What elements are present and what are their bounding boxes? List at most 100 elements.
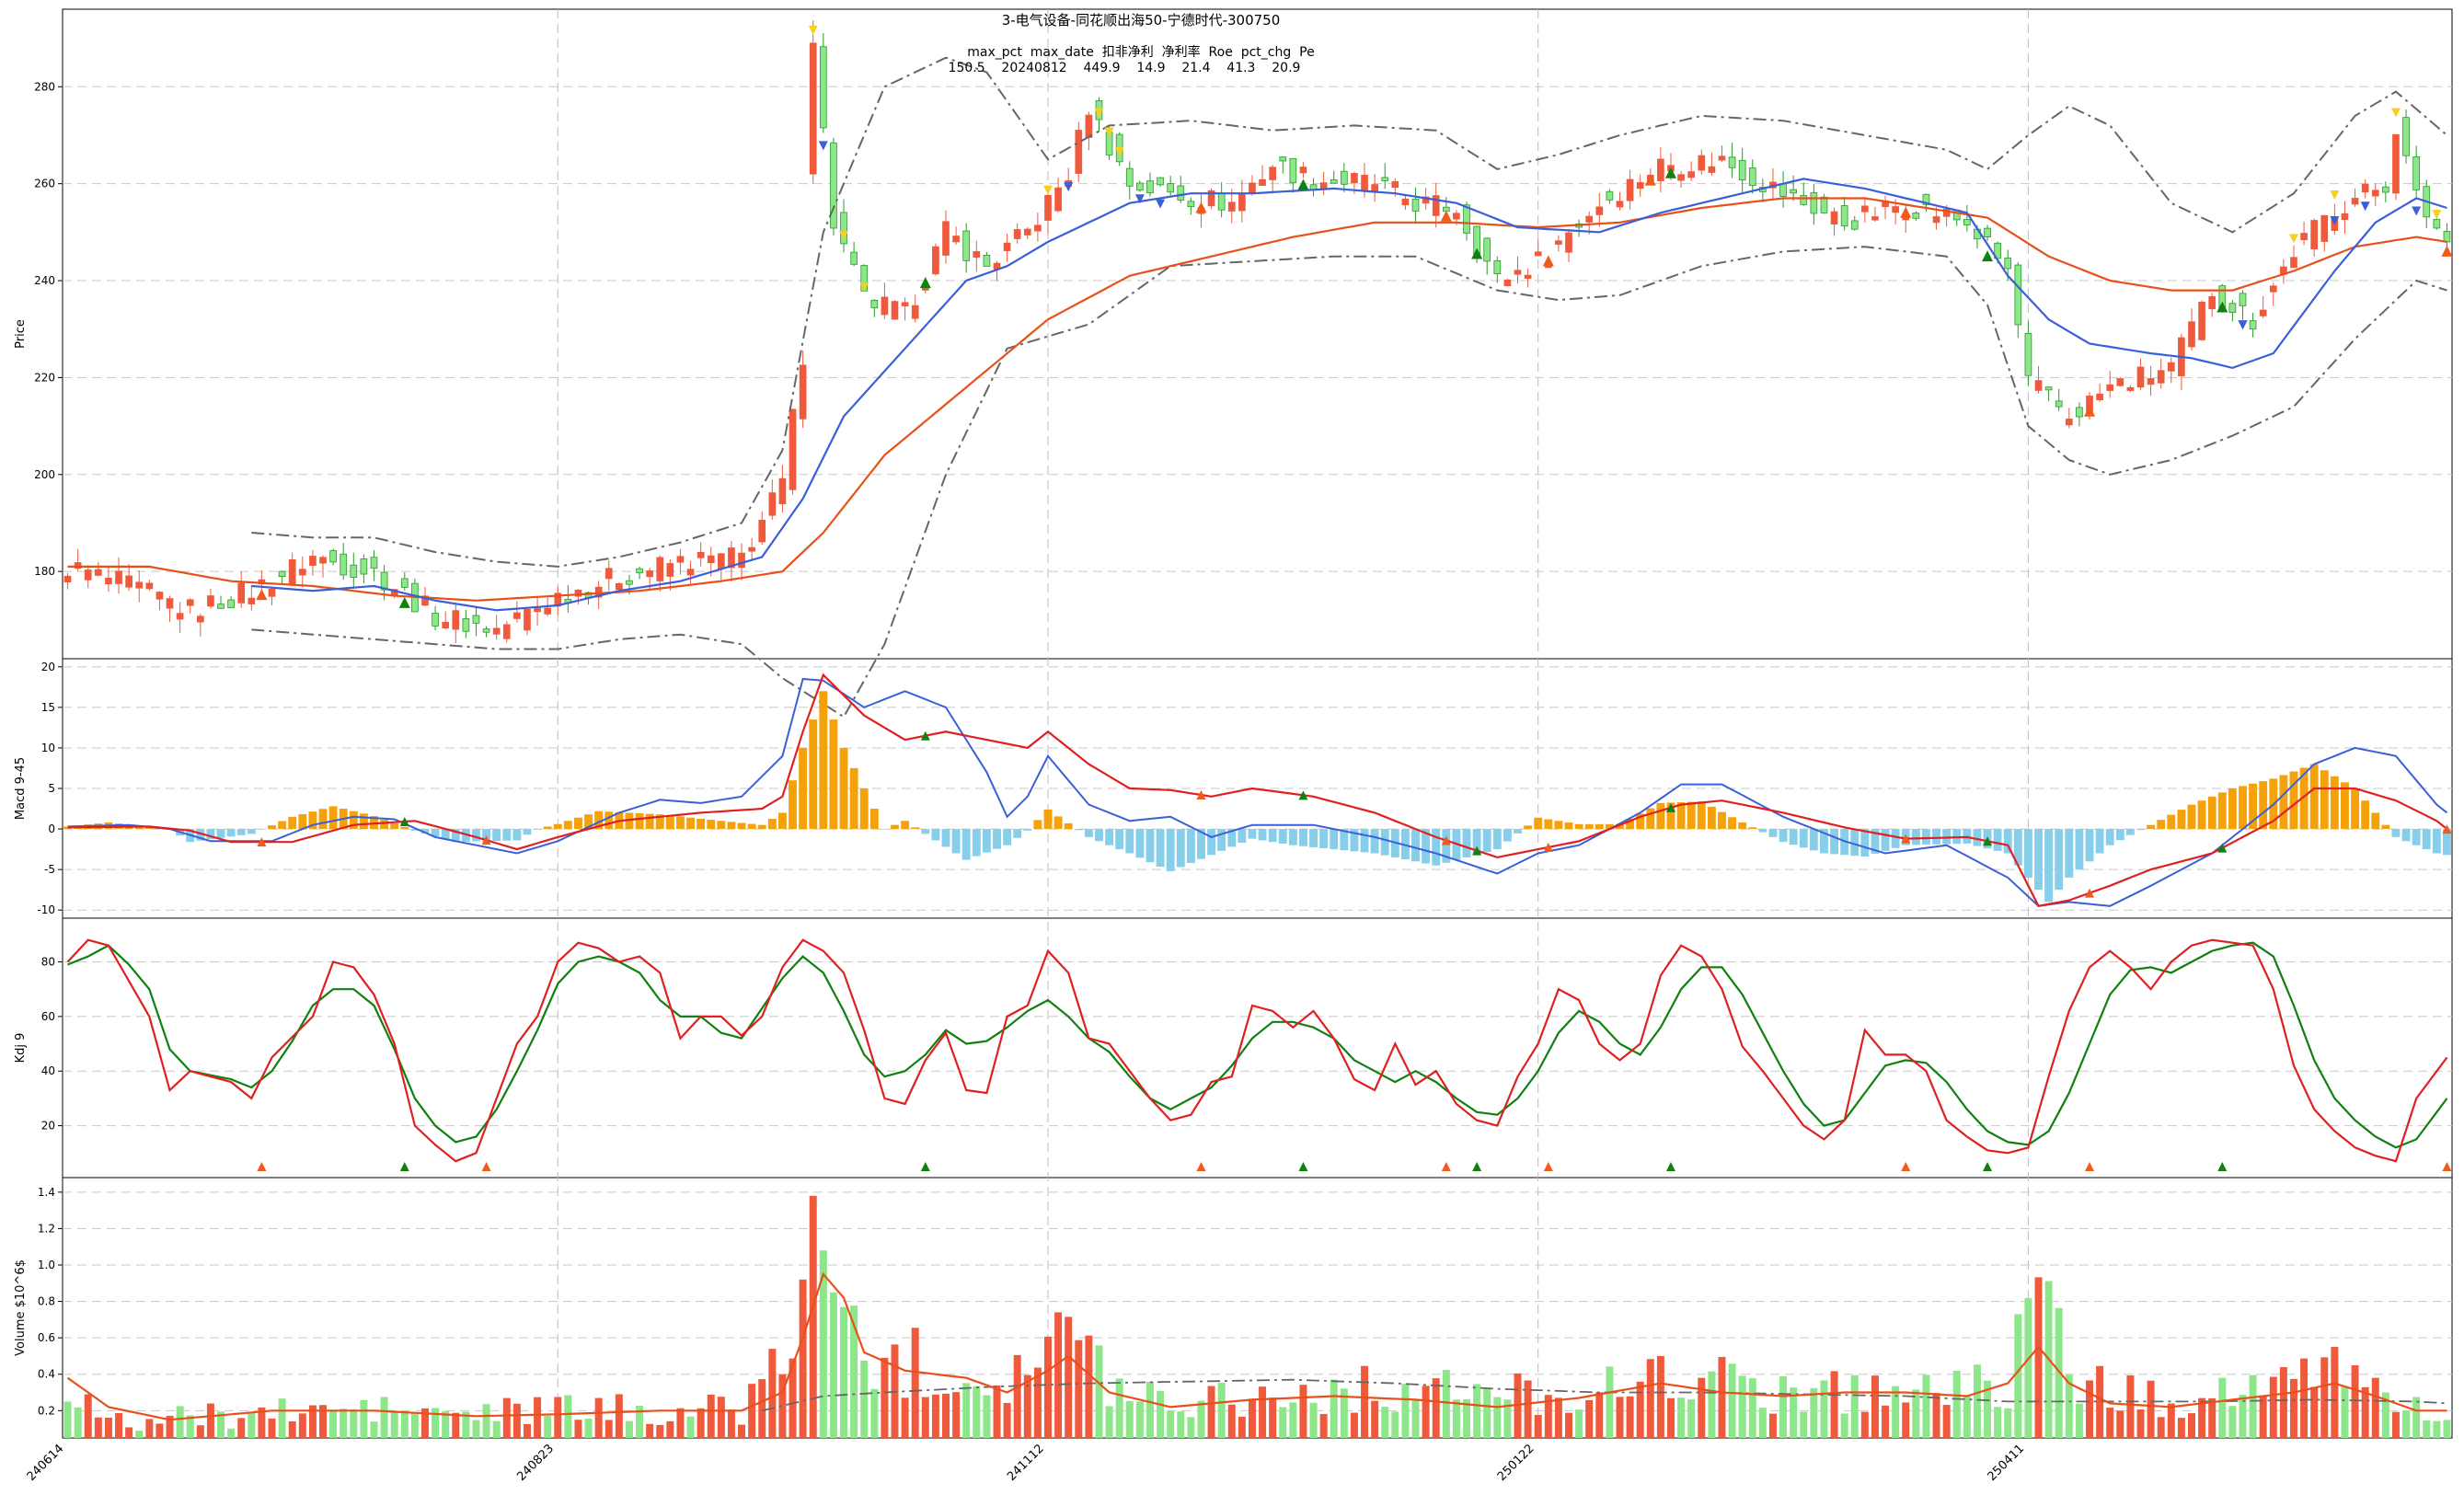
candle-body bbox=[789, 408, 797, 490]
volume-bar bbox=[248, 1412, 256, 1438]
macd-hist-bar bbox=[1125, 829, 1134, 854]
volume-bar bbox=[2269, 1376, 2277, 1438]
volume-bar bbox=[993, 1385, 1001, 1438]
candle-body bbox=[636, 568, 643, 574]
candle-body bbox=[1146, 180, 1154, 194]
volume-bar bbox=[1330, 1379, 1338, 1438]
macd-hist-bar bbox=[2422, 829, 2431, 850]
price-axis-label: Price bbox=[14, 319, 28, 349]
candle-body bbox=[135, 581, 144, 589]
candle-body bbox=[1279, 156, 1287, 162]
volume-bar bbox=[778, 1374, 787, 1438]
macd-hist-bar bbox=[799, 747, 808, 830]
volume-bar bbox=[1085, 1335, 1093, 1438]
volume-bar bbox=[1544, 1395, 1552, 1438]
price-panel-frame bbox=[62, 8, 2453, 660]
macd-hist-bar bbox=[523, 829, 532, 835]
price-blue-marker bbox=[2330, 216, 2340, 226]
kdj-sell-signal bbox=[399, 1162, 409, 1171]
volume-bar bbox=[1043, 1336, 1052, 1438]
macd-hist-bar bbox=[1462, 829, 1471, 857]
candle-body bbox=[1912, 213, 1920, 219]
macd-hist-bar bbox=[931, 829, 940, 841]
macd-hist-bar bbox=[665, 815, 674, 830]
macd-hist-bar bbox=[1993, 829, 2002, 851]
macd-hist-bar bbox=[236, 829, 246, 835]
macd-hist-bar bbox=[2013, 829, 2022, 866]
macd-hist-bar bbox=[1626, 819, 1635, 830]
volume-bar bbox=[206, 1403, 214, 1438]
macd-hist-bar bbox=[2034, 829, 2043, 891]
macd-hist-bar bbox=[1503, 829, 1512, 842]
volume-bar bbox=[1289, 1402, 1297, 1438]
volume-bar bbox=[1248, 1398, 1256, 1438]
volume-bar bbox=[166, 1415, 174, 1438]
candle-body bbox=[850, 251, 858, 265]
candle-body bbox=[1075, 130, 1083, 174]
volume-bar bbox=[1902, 1402, 1910, 1438]
volume-bar bbox=[860, 1360, 869, 1438]
price-buy-signal bbox=[1542, 255, 1554, 267]
macd-hist-bar bbox=[1779, 829, 1788, 843]
y-tick-label: 200 bbox=[34, 468, 55, 481]
candle-body bbox=[2443, 231, 2451, 243]
macd-hist-bar bbox=[1809, 829, 1818, 851]
volume-bar bbox=[2239, 1395, 2247, 1438]
volume-bar bbox=[2341, 1386, 2349, 1438]
volume-bar bbox=[2228, 1406, 2237, 1438]
macd-hist-bar bbox=[1932, 829, 1940, 845]
macd-hist-bar bbox=[686, 817, 695, 830]
macd-hist-bar bbox=[1636, 813, 1645, 830]
macd-buy-signal bbox=[1543, 842, 1553, 852]
macd-hist-bar bbox=[441, 829, 450, 840]
macd-hist-bar bbox=[1084, 829, 1093, 837]
volume-bar bbox=[1361, 1365, 1369, 1438]
volume-bar bbox=[1309, 1402, 1318, 1438]
price-yellow-marker bbox=[1042, 185, 1053, 195]
macd-hist-bar bbox=[849, 767, 858, 830]
price-sell-signal bbox=[919, 277, 931, 289]
volume-bar bbox=[2198, 1397, 2206, 1438]
macd-hist-bar bbox=[553, 823, 562, 830]
macd-hist-bar bbox=[2228, 788, 2237, 830]
macd-hist-bar bbox=[809, 719, 818, 830]
macd-hist-bar bbox=[1871, 829, 1880, 854]
y-tick-label: 5 bbox=[48, 782, 55, 795]
macd-hist-bar bbox=[574, 817, 582, 830]
volume-bar bbox=[380, 1397, 388, 1438]
candle-body bbox=[298, 569, 306, 576]
candle-body bbox=[502, 624, 511, 639]
macd-hist-bar bbox=[288, 816, 297, 830]
candle-body bbox=[1003, 242, 1011, 251]
kdj-sell-signal bbox=[920, 1162, 930, 1171]
candle-body bbox=[1840, 205, 1848, 227]
macd-hist-bar bbox=[2085, 829, 2094, 862]
volume-bar bbox=[2300, 1358, 2309, 1438]
macd-hist-bar bbox=[328, 806, 338, 830]
candle-body bbox=[2412, 155, 2420, 190]
macd-hist-bar bbox=[1156, 829, 1165, 868]
candle-body bbox=[1800, 195, 1808, 205]
macd-hist-bar bbox=[2299, 767, 2309, 830]
kdj-axis-label: Kdj 9 bbox=[14, 1033, 28, 1064]
macd-hist-bar bbox=[1605, 823, 1614, 830]
candle-body bbox=[1340, 170, 1348, 185]
candle-body bbox=[973, 251, 981, 259]
macd-hist-bar bbox=[268, 825, 276, 830]
candle-body bbox=[626, 580, 633, 585]
volume-bar bbox=[1820, 1380, 1828, 1438]
candle-body bbox=[125, 575, 132, 588]
kdj-buy-signal bbox=[1543, 1162, 1553, 1171]
candle-body bbox=[738, 552, 745, 569]
candle-body bbox=[2310, 220, 2319, 250]
volume-bar bbox=[1738, 1375, 1746, 1438]
macd-hist-bar bbox=[717, 821, 726, 830]
chart-title: 3-电气设备-同花顺出海50-宁德时代-300750 bbox=[1002, 12, 1281, 29]
candle-body bbox=[778, 477, 787, 505]
volume-bar bbox=[2208, 1397, 2216, 1438]
macd-hist-bar bbox=[1616, 823, 1624, 830]
volume-bar bbox=[1666, 1397, 1675, 1438]
macd-hist-bar bbox=[298, 813, 307, 830]
macd-hist-bar bbox=[2320, 770, 2329, 830]
